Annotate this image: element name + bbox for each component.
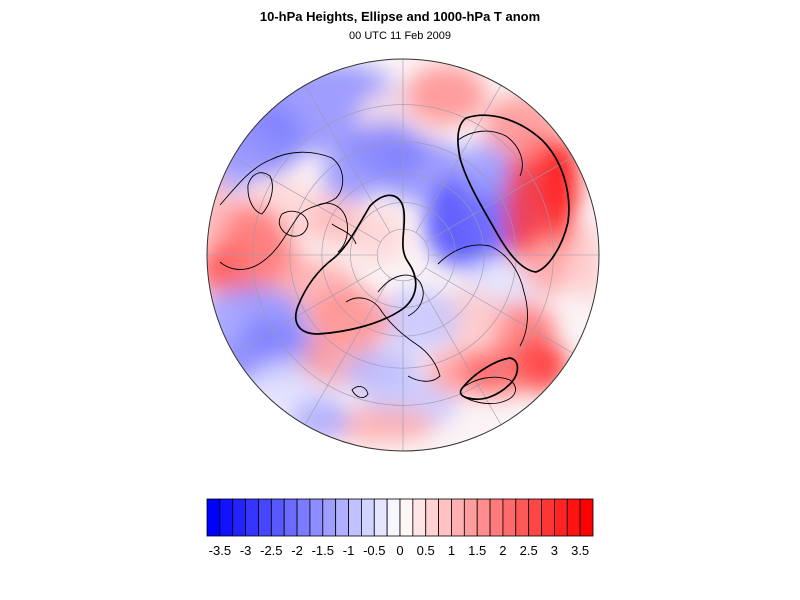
colorbar-box bbox=[348, 498, 362, 537]
colorbar-tick-label: -3.5 bbox=[208, 543, 232, 558]
anomaly-patch bbox=[406, 65, 486, 125]
colorbar-box bbox=[245, 498, 259, 537]
colorbar-box bbox=[322, 498, 337, 537]
polar-vortex-contour-west bbox=[294, 194, 417, 335]
colorbar-tick-label: 2 bbox=[499, 543, 507, 558]
coastline-hudson-bay bbox=[278, 210, 309, 237]
colorbar-box bbox=[309, 498, 324, 537]
longitude-line bbox=[304, 277, 391, 425]
colorbar-box bbox=[515, 498, 530, 537]
colorbar-tick-label: 0 bbox=[396, 543, 404, 558]
anomaly-patch bbox=[540, 136, 580, 224]
anomaly-patch bbox=[324, 407, 436, 443]
longitude-line bbox=[304, 85, 391, 233]
colorbar-tick-label: -1.5 bbox=[311, 543, 334, 558]
map-subtitle: 00 UTC 11 Feb 2009 bbox=[349, 30, 451, 42]
colorbar-box bbox=[386, 498, 401, 537]
colorbar-box bbox=[451, 498, 465, 537]
coastline-north-america bbox=[219, 151, 344, 270]
colorbar-box bbox=[463, 498, 478, 537]
anomaly-patch bbox=[456, 142, 516, 198]
coastline-alaska bbox=[457, 130, 523, 177]
longitude-line bbox=[233, 156, 381, 243]
coastline-scandinavia bbox=[377, 274, 424, 317]
longitude-line bbox=[425, 156, 573, 243]
colorbar-box bbox=[438, 498, 452, 537]
colorbar-tick-label: 2.5 bbox=[519, 543, 538, 558]
map-title: 10-hPa Heights, Ellipse and 1000-hPa T a… bbox=[259, 9, 541, 24]
longitude-line bbox=[415, 277, 502, 425]
longitude-line bbox=[233, 267, 381, 354]
colorbar-tick-label: 3.5 bbox=[571, 543, 590, 558]
colorbar-box bbox=[373, 498, 388, 537]
colorbar-box bbox=[283, 498, 298, 537]
colorbar-tick-label: -2 bbox=[291, 543, 303, 558]
colorbar-box bbox=[335, 498, 349, 537]
anomaly-patch bbox=[526, 242, 574, 298]
coastline-arctic-archipelago bbox=[317, 202, 357, 253]
colorbar-box bbox=[232, 498, 247, 537]
colorbar-tick-label: 3 bbox=[550, 543, 559, 558]
colorbar-tick-label: 0.5 bbox=[416, 543, 435, 558]
colorbar-box bbox=[425, 498, 440, 537]
colorbar-box bbox=[258, 498, 272, 537]
polar-vortex-contour-east bbox=[457, 114, 570, 273]
colorbar-box bbox=[541, 498, 555, 537]
colorbar-tick-label: 1.5 bbox=[468, 543, 487, 558]
colorbar-tick-label: -0.5 bbox=[363, 543, 386, 558]
height-contours bbox=[294, 114, 570, 401]
coastline-north-atlantic-isles bbox=[351, 386, 369, 398]
longitude-line bbox=[415, 85, 502, 233]
colorbar-box bbox=[296, 498, 311, 537]
colorbar-box bbox=[528, 498, 542, 537]
colorbar-box bbox=[399, 498, 414, 537]
colorbar-box bbox=[579, 498, 594, 537]
height-contour-east-asia bbox=[459, 357, 519, 401]
colorbar-box bbox=[206, 498, 221, 537]
colorbar-box bbox=[270, 498, 285, 537]
colorbar-box bbox=[566, 498, 581, 537]
colorbar-tick-label: -1 bbox=[342, 543, 355, 558]
map-border bbox=[206, 58, 600, 452]
colorbar-box bbox=[360, 498, 375, 537]
coastline-europe bbox=[345, 297, 441, 382]
colorbar-box bbox=[489, 498, 504, 537]
colorbar-tick-label: 1 bbox=[447, 543, 456, 558]
coastline-siberia bbox=[437, 244, 528, 347]
coastline-greenland bbox=[247, 172, 273, 215]
anomaly-patch bbox=[574, 222, 599, 302]
coastline-east-asia bbox=[461, 376, 516, 405]
coastlines bbox=[219, 130, 528, 405]
longitude-line bbox=[425, 267, 573, 354]
colorbar-box bbox=[502, 498, 517, 537]
colorbar-tick-label: -2.5 bbox=[260, 543, 283, 558]
colorbar-box bbox=[476, 498, 491, 537]
colorbar-tick-label: -3 bbox=[239, 543, 252, 558]
colorbar-box bbox=[219, 498, 234, 537]
colorbar-box bbox=[554, 498, 568, 537]
colorbar-box bbox=[412, 498, 427, 537]
